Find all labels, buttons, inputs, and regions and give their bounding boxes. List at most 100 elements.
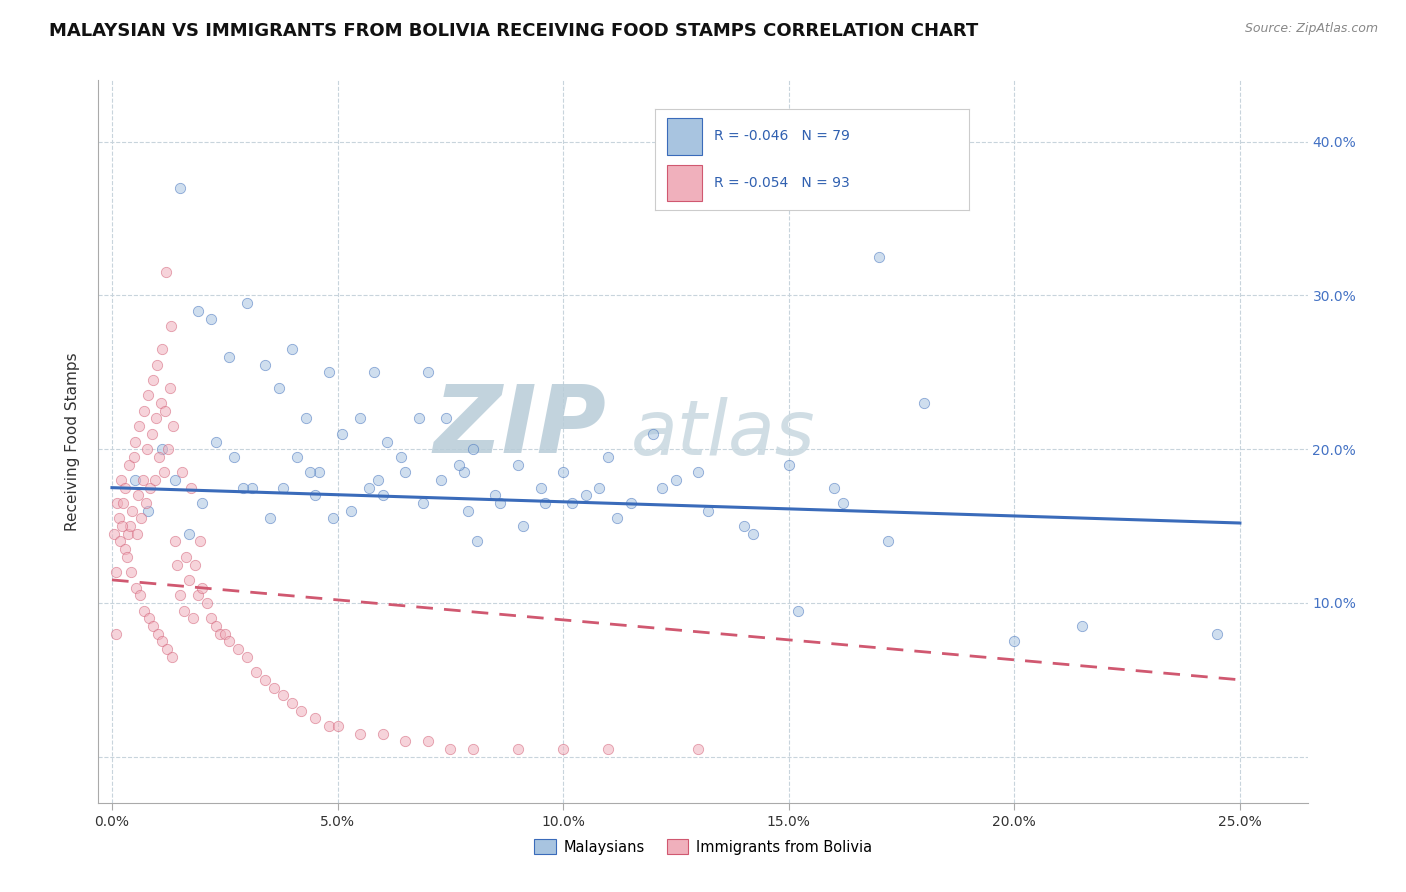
Point [128,419,150,434]
Point [318,365,340,379]
Point [561,496,583,510]
Point [138,611,160,625]
Point [111,519,134,533]
Point [434,411,457,425]
Point [1206,626,1229,640]
Point [134,604,156,618]
Point [416,365,439,379]
Point [184,558,207,572]
Point [1002,634,1025,648]
Point [259,511,281,525]
Point [489,496,512,510]
Point [181,611,204,625]
Point [122,450,145,464]
Point [136,504,159,518]
Point [877,534,900,549]
Point [129,511,152,525]
Point [173,604,195,618]
Point [148,450,170,464]
Point [114,481,136,495]
Text: atlas: atlas [630,397,815,471]
Point [125,581,148,595]
Y-axis label: Receiving Food Stamps: Receiving Food Stamps [65,352,80,531]
Point [104,626,127,640]
Point [188,534,211,549]
Point [129,588,152,602]
Point [430,473,453,487]
Point [831,496,853,510]
Point [103,526,125,541]
Point [143,473,166,487]
Point [281,343,304,357]
Legend: Malaysians, Immigrants from Bolivia: Malaysians, Immigrants from Bolivia [529,833,877,861]
Point [868,250,890,264]
Point [108,534,131,549]
Point [114,542,136,557]
Point [118,519,141,533]
Point [115,549,138,564]
Point [218,634,240,648]
Point [461,742,484,756]
Point [146,626,169,640]
Point [588,481,610,495]
Point [124,434,146,449]
Point [150,343,173,357]
Point [299,465,322,479]
Point [160,649,183,664]
Point [150,442,173,457]
Point [912,396,935,410]
Point [245,665,267,680]
Point [408,411,430,425]
Text: Source: ZipAtlas.com: Source: ZipAtlas.com [1244,22,1378,36]
Point [359,481,381,495]
Point [688,742,710,756]
Point [1071,619,1094,633]
Point [139,481,162,495]
Point [643,426,665,441]
Point [741,526,763,541]
Point [367,473,389,487]
Point [195,596,218,610]
Point [146,358,169,372]
Point [389,450,412,464]
Point [696,504,718,518]
Point [340,504,363,518]
Point [177,526,200,541]
Point [371,726,394,740]
Point [439,742,461,756]
Point [457,504,479,518]
Point [823,481,845,495]
Point [214,626,236,640]
Text: MALAYSIAN VS IMMIGRANTS FROM BOLIVIA RECEIVING FOOD STAMPS CORRELATION CHART: MALAYSIAN VS IMMIGRANTS FROM BOLIVIA REC… [49,22,979,40]
Point [110,473,132,487]
Point [105,565,128,579]
Point [254,673,277,687]
Point [226,642,249,657]
Point [620,496,643,510]
Point [127,488,149,502]
Point [159,381,181,395]
Point [169,588,191,602]
Point [651,481,673,495]
Point [553,465,575,479]
Point [125,526,148,541]
Point [371,488,394,502]
Point [786,604,808,618]
Point [170,465,193,479]
Point [295,411,318,425]
Point [512,519,534,533]
Point [165,473,187,487]
Point [240,481,263,495]
Point [187,588,209,602]
Point [177,573,200,587]
Point [112,496,135,510]
Point [394,465,416,479]
Point [416,734,439,748]
Point [232,481,254,495]
Point [162,419,184,434]
Point [152,634,174,648]
Point [222,450,245,464]
Point [665,473,688,487]
Point [142,619,165,633]
Point [204,434,226,449]
